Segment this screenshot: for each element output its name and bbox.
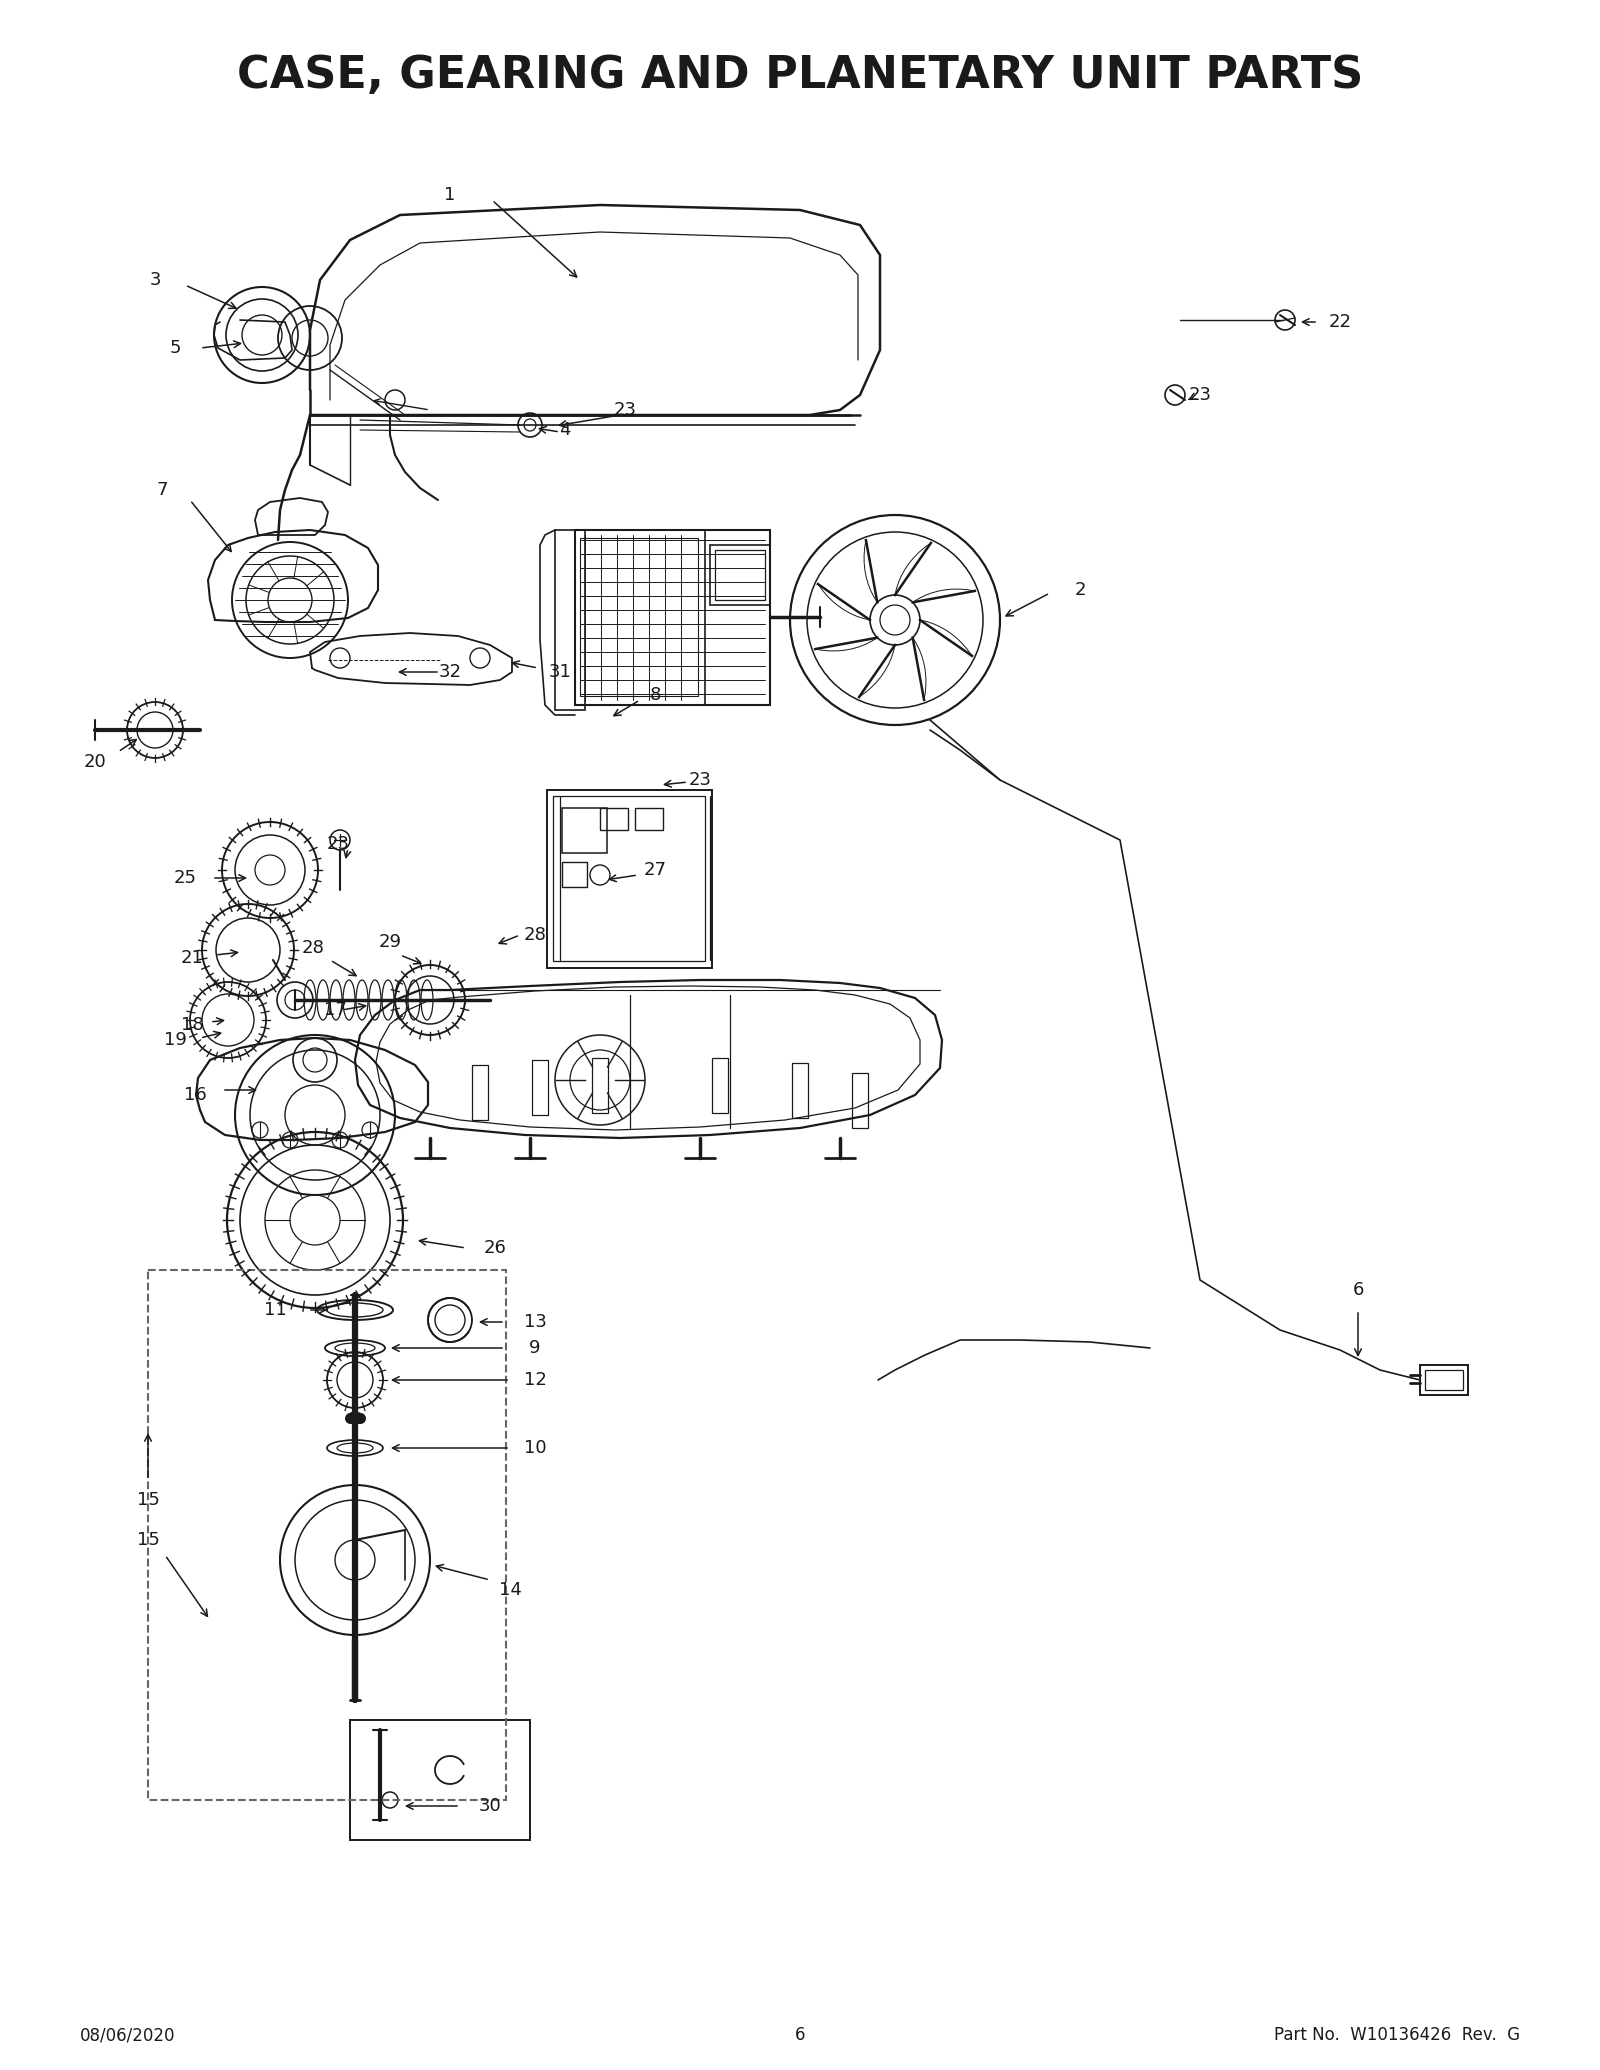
Bar <box>710 544 770 604</box>
Bar <box>554 797 706 960</box>
Bar <box>562 807 606 853</box>
Bar <box>547 791 712 969</box>
Text: 2: 2 <box>1074 582 1086 598</box>
Text: 23: 23 <box>613 402 637 418</box>
Text: 10: 10 <box>523 1439 546 1457</box>
Bar <box>562 861 587 888</box>
Bar <box>350 1720 530 1840</box>
Text: 08/06/2020: 08/06/2020 <box>80 2027 176 2043</box>
Bar <box>792 1064 808 1118</box>
Text: 30: 30 <box>478 1797 501 1815</box>
Text: 11: 11 <box>264 1302 286 1319</box>
Text: 21: 21 <box>181 948 203 967</box>
Text: 1: 1 <box>445 186 456 205</box>
Text: 4: 4 <box>560 420 571 439</box>
Text: 23: 23 <box>1189 385 1211 404</box>
Text: 31: 31 <box>549 662 571 681</box>
Text: 29: 29 <box>379 934 402 950</box>
Bar <box>574 530 770 706</box>
Text: 18: 18 <box>181 1016 203 1035</box>
Text: 27: 27 <box>643 861 667 880</box>
Text: 5: 5 <box>170 339 181 356</box>
Text: 6: 6 <box>795 2027 805 2043</box>
Bar <box>472 1064 488 1120</box>
Text: 19: 19 <box>163 1031 187 1049</box>
Bar <box>712 1058 728 1114</box>
Bar <box>592 1058 608 1114</box>
Text: 8: 8 <box>650 685 661 704</box>
Text: 9: 9 <box>530 1339 541 1358</box>
Text: CASE, GEARING AND PLANETARY UNIT PARTS: CASE, GEARING AND PLANETARY UNIT PARTS <box>237 54 1363 97</box>
Text: 32: 32 <box>438 662 461 681</box>
Bar <box>555 530 586 710</box>
Bar <box>579 538 698 696</box>
Text: 16: 16 <box>184 1087 206 1103</box>
Text: 7: 7 <box>157 480 168 499</box>
Text: 25: 25 <box>173 869 197 888</box>
Text: 15: 15 <box>136 1532 160 1548</box>
Bar <box>715 551 765 600</box>
Text: 23: 23 <box>326 834 349 853</box>
Text: 6: 6 <box>1352 1281 1363 1300</box>
Text: 13: 13 <box>523 1312 547 1331</box>
Text: 20: 20 <box>83 753 106 770</box>
Text: 14: 14 <box>499 1581 522 1598</box>
Text: 23: 23 <box>688 770 712 789</box>
Bar <box>1426 1370 1462 1389</box>
Bar <box>635 807 662 830</box>
Bar <box>574 530 706 706</box>
Bar <box>600 807 627 830</box>
Bar <box>1421 1364 1469 1395</box>
Text: 22: 22 <box>1328 313 1352 331</box>
Text: 12: 12 <box>523 1370 547 1389</box>
Bar <box>531 1060 547 1116</box>
Text: 3: 3 <box>149 271 160 290</box>
Bar <box>851 1072 867 1128</box>
Text: 26: 26 <box>483 1240 507 1256</box>
Text: 17: 17 <box>323 1002 347 1018</box>
Bar <box>147 1271 506 1801</box>
Text: 15: 15 <box>136 1490 160 1509</box>
Text: 28: 28 <box>301 940 325 956</box>
Text: 28: 28 <box>523 925 547 944</box>
Text: Part No.  W10136426  Rev.  G: Part No. W10136426 Rev. G <box>1274 2027 1520 2043</box>
